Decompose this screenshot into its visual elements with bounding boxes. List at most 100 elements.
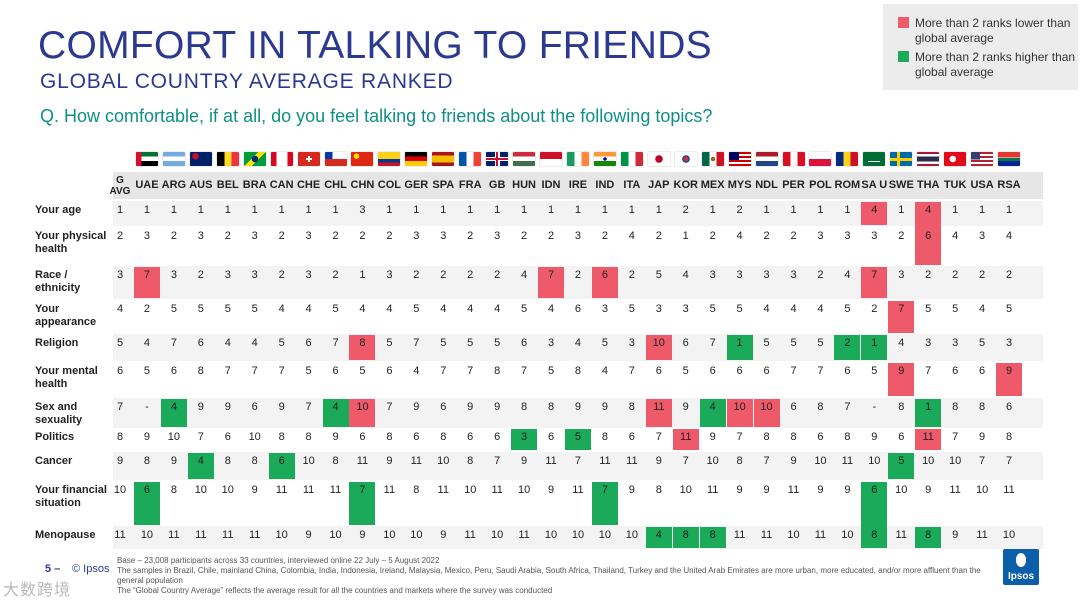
flag-rsa-icon bbox=[998, 152, 1021, 166]
flag-mys-icon bbox=[728, 152, 751, 166]
table-cell: 11 bbox=[302, 484, 315, 496]
table-cell: 7 bbox=[709, 337, 716, 349]
table-cell: 9 bbox=[197, 401, 204, 413]
table-cell: 6 bbox=[817, 431, 824, 443]
table-cell: 6 bbox=[359, 431, 366, 443]
table-cell: 1 bbox=[898, 204, 905, 216]
table-cell: 11 bbox=[1003, 484, 1015, 496]
legend-label-higher: More than 2 ranks higher than global ave… bbox=[915, 50, 1076, 79]
table-cell: 10 bbox=[1002, 529, 1016, 541]
highlight-lower bbox=[645, 399, 672, 427]
table-cell: 9 bbox=[655, 455, 662, 467]
table-cell: 7 bbox=[844, 401, 851, 413]
column-header: PER bbox=[782, 179, 805, 191]
column-header: GB bbox=[488, 179, 506, 191]
row-band bbox=[113, 526, 1043, 549]
table-cell: 4 bbox=[521, 269, 528, 281]
legend-swatch-red bbox=[898, 17, 909, 28]
table-cell: 2 bbox=[467, 269, 474, 281]
highlight-higher bbox=[726, 335, 753, 360]
table-cell: 3 bbox=[844, 230, 851, 242]
table-cell: 2 bbox=[359, 230, 366, 242]
table-cell: 5 bbox=[251, 303, 258, 315]
row-band bbox=[113, 334, 1043, 361]
table-cell: 7 bbox=[413, 337, 420, 349]
table-cell: 9 bbox=[763, 484, 770, 496]
table-cell: 9 bbox=[224, 401, 231, 413]
highlight-higher bbox=[699, 527, 726, 548]
table-cell: 3 bbox=[170, 269, 177, 281]
table-cell: 4 bbox=[305, 303, 312, 315]
table-cell: 2 bbox=[628, 269, 635, 281]
table-cell: 9 bbox=[574, 401, 582, 413]
table-cell: 4 bbox=[871, 204, 878, 216]
table-cell: 4 bbox=[440, 303, 447, 315]
table-cell: 3 bbox=[440, 230, 447, 242]
table-cell: 1 bbox=[790, 204, 797, 216]
row-band bbox=[113, 266, 1043, 299]
table-cell: 5 bbox=[790, 337, 797, 349]
table-cell: 4 bbox=[547, 303, 555, 315]
flag-kor-icon bbox=[674, 152, 697, 166]
table-cell: 11 bbox=[680, 431, 692, 443]
table-cell: 8 bbox=[521, 401, 528, 413]
table-cell: 5 bbox=[116, 337, 124, 349]
column-header: FRA bbox=[458, 179, 482, 191]
table-cell: 6 bbox=[413, 431, 420, 443]
row-band bbox=[113, 300, 1043, 334]
table-cell: 5 bbox=[655, 269, 662, 281]
table-cell: 5 bbox=[709, 303, 716, 315]
table-cell: 1 bbox=[979, 204, 986, 216]
row-label: Your financial situation bbox=[35, 484, 107, 509]
table-cell: 3 bbox=[871, 230, 878, 242]
table-cell: 1 bbox=[494, 204, 501, 216]
table-cell: 7 bbox=[440, 365, 447, 377]
table-cell: 8 bbox=[170, 484, 177, 496]
table-cell: 7 bbox=[682, 455, 689, 467]
table-cell: 9 bbox=[871, 431, 878, 443]
table-cell: 5 bbox=[979, 337, 986, 349]
table-cell: 10 bbox=[517, 484, 531, 496]
table-cell: 1 bbox=[952, 204, 959, 216]
table-cell: 10 bbox=[302, 455, 315, 467]
table-cell: 6 bbox=[736, 365, 743, 377]
table-cell: 10 bbox=[733, 401, 746, 413]
table-cell: 3 bbox=[251, 230, 258, 242]
survey-question: Q. How comfortable, if at all, do you fe… bbox=[40, 106, 713, 126]
table-cell: 7 bbox=[170, 337, 177, 349]
table-cell: 5 bbox=[170, 303, 177, 315]
highlight-higher bbox=[699, 399, 726, 427]
column-header: POL bbox=[809, 179, 832, 191]
table-cell: 1 bbox=[628, 204, 635, 216]
flag-idn-icon bbox=[540, 152, 563, 166]
column-header: ROM bbox=[834, 179, 861, 191]
column-header: TUK bbox=[943, 179, 967, 191]
table-cell: 3 bbox=[224, 269, 231, 281]
table-cell: 6 bbox=[224, 431, 231, 443]
table-cell: 5 bbox=[952, 303, 959, 315]
table-cell: 1 bbox=[197, 204, 204, 216]
table-cell: 9 bbox=[601, 401, 608, 413]
table-cell: 5 bbox=[547, 365, 555, 377]
table-cell: 7 bbox=[521, 365, 528, 377]
table-cell: 8 bbox=[979, 401, 986, 413]
table-cell: 11 bbox=[518, 529, 530, 541]
table-cell: 2 bbox=[1005, 269, 1013, 281]
table-cell: 3 bbox=[305, 269, 312, 281]
table-cell: 7 bbox=[224, 365, 231, 377]
table-cell: 1 bbox=[817, 204, 824, 216]
column-header: BRA bbox=[242, 179, 267, 191]
table-cell: 10 bbox=[544, 529, 558, 541]
table-cell: 11 bbox=[248, 529, 261, 541]
table-cell: 4 bbox=[817, 303, 824, 315]
table-cell: 1 bbox=[871, 337, 878, 349]
flag-mex-icon bbox=[701, 152, 724, 166]
table-cell: 2 bbox=[925, 269, 932, 281]
table-cell: 5 bbox=[359, 365, 366, 377]
table-cell: 10 bbox=[814, 455, 827, 467]
table-cell: 2 bbox=[601, 230, 608, 242]
highlight-lower bbox=[726, 399, 753, 427]
table-cell: 7 bbox=[628, 365, 635, 377]
table-cell: 10 bbox=[275, 529, 288, 541]
table-cell: 10 bbox=[491, 529, 504, 541]
